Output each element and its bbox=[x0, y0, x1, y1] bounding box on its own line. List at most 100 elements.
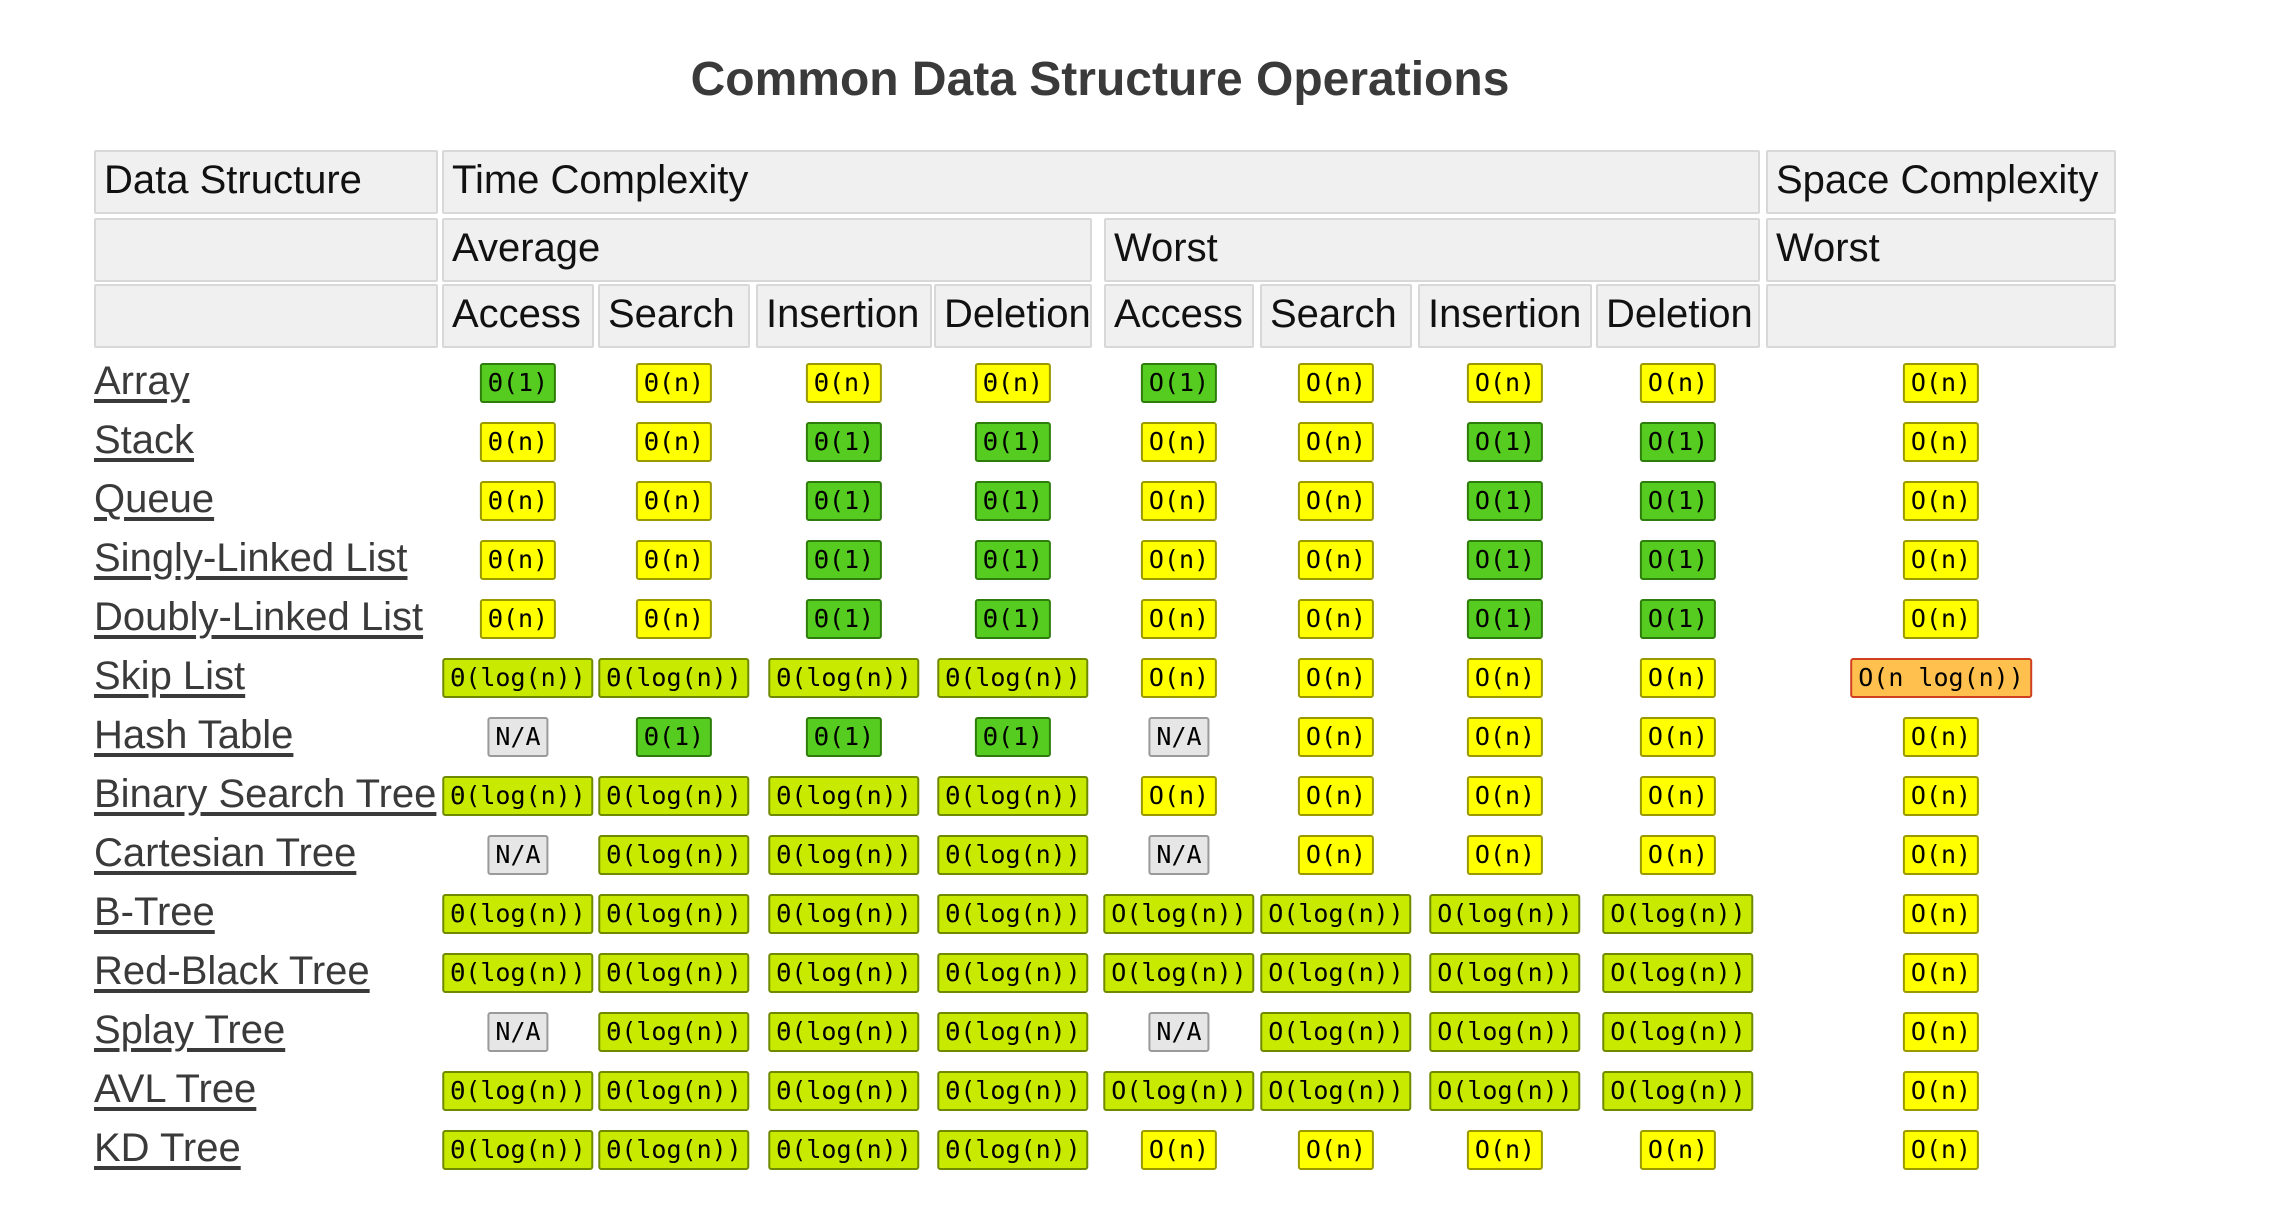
complexity-badge: O(n) bbox=[1902, 1130, 1980, 1170]
complexity-badge: Θ(n) bbox=[479, 481, 557, 521]
header-deletion: Deletion bbox=[1596, 284, 1760, 348]
complexity-badge: Θ(log(n)) bbox=[768, 1071, 920, 1111]
complexity-badge: Θ(log(n)) bbox=[442, 894, 594, 934]
complexity-badge: O(n) bbox=[1902, 953, 1980, 993]
complexity-badge: Θ(n) bbox=[635, 481, 713, 521]
complexity-badge: Θ(log(n)) bbox=[598, 835, 750, 875]
row-name-splay-tree[interactable]: Splay Tree bbox=[94, 1008, 286, 1052]
complexity-badge: Θ(log(n)) bbox=[768, 953, 920, 993]
row-name-b-tree[interactable]: B-Tree bbox=[94, 890, 215, 934]
complexity-badge: O(1) bbox=[1639, 481, 1717, 521]
row-name-stack[interactable]: Stack bbox=[94, 418, 195, 462]
complexity-badge: O(n) bbox=[1639, 717, 1717, 757]
complexity-badge: O(n) bbox=[1902, 422, 1980, 462]
complexity-badge: O(n) bbox=[1297, 776, 1375, 816]
complexity-badge: Θ(log(n)) bbox=[937, 1012, 1089, 1052]
row-name-cartesian-tree[interactable]: Cartesian Tree bbox=[94, 831, 357, 875]
complexity-badge: N/A bbox=[487, 1012, 549, 1052]
complexity-badge: O(n) bbox=[1466, 717, 1544, 757]
header-blank bbox=[1766, 284, 2116, 348]
complexity-badge: O(log(n)) bbox=[1602, 894, 1754, 934]
complexity-badge: Θ(log(n)) bbox=[598, 894, 750, 934]
complexity-badge: O(n) bbox=[1297, 422, 1375, 462]
complexity-badge: Θ(1) bbox=[805, 422, 883, 462]
complexity-badge: O(n) bbox=[1902, 835, 1980, 875]
complexity-badge: O(n) bbox=[1297, 363, 1375, 403]
complexity-badge: O(n) bbox=[1902, 599, 1980, 639]
complexity-badge: Θ(1) bbox=[805, 540, 883, 580]
complexity-badge: Θ(log(n)) bbox=[598, 953, 750, 993]
complexity-badge: O(log(n)) bbox=[1260, 1071, 1412, 1111]
complexity-badge: O(n) bbox=[1297, 540, 1375, 580]
complexity-badge: Θ(n) bbox=[479, 540, 557, 580]
row-name-doubly-linked-list[interactable]: Doubly-Linked List bbox=[94, 595, 424, 639]
complexity-badge: Θ(log(n)) bbox=[937, 658, 1089, 698]
row-name-array[interactable]: Array bbox=[94, 359, 190, 403]
row-name-binary-search-tree[interactable]: Binary Search Tree bbox=[94, 772, 437, 816]
complexity-badge: O(n) bbox=[1140, 422, 1218, 462]
complexity-badge: Θ(log(n)) bbox=[598, 1012, 750, 1052]
page-title: Common Data Structure Operations bbox=[690, 53, 1510, 106]
complexity-badge: Θ(n) bbox=[479, 599, 557, 639]
header-blank bbox=[94, 218, 438, 282]
row-name-kd-tree[interactable]: KD Tree bbox=[94, 1126, 241, 1170]
complexity-badge: O(n) bbox=[1902, 481, 1980, 521]
complexity-badge: Θ(n) bbox=[974, 363, 1052, 403]
complexity-badge: O(n) bbox=[1140, 776, 1218, 816]
complexity-badge: Θ(1) bbox=[805, 717, 883, 757]
complexity-badge: N/A bbox=[1148, 1012, 1210, 1052]
complexity-badge: O(n) bbox=[1639, 835, 1717, 875]
complexity-badge: Θ(1) bbox=[974, 422, 1052, 462]
row-name-red-black-tree[interactable]: Red-Black Tree bbox=[94, 949, 370, 993]
row-name-avl-tree[interactable]: AVL Tree bbox=[94, 1067, 257, 1111]
header-worst: Worst bbox=[1104, 218, 1760, 282]
complexity-badge: O(1) bbox=[1639, 422, 1717, 462]
complexity-badge: O(log(n)) bbox=[1602, 1012, 1754, 1052]
row-name-hash-table[interactable]: Hash Table bbox=[94, 713, 294, 757]
complexity-badge: Θ(1) bbox=[479, 363, 557, 403]
complexity-badge: Θ(log(n)) bbox=[768, 776, 920, 816]
complexity-badge: Θ(log(n)) bbox=[442, 1071, 594, 1111]
complexity-badge: O(n) bbox=[1466, 1130, 1544, 1170]
complexity-badge: Θ(log(n)) bbox=[937, 1130, 1089, 1170]
complexity-badge: O(n) bbox=[1466, 363, 1544, 403]
complexity-badge: O(log(n)) bbox=[1602, 953, 1754, 993]
complexity-badge: Θ(1) bbox=[974, 481, 1052, 521]
complexity-badge: N/A bbox=[1148, 717, 1210, 757]
header-average: Average bbox=[442, 218, 1092, 282]
complexity-badge: Θ(log(n)) bbox=[598, 1130, 750, 1170]
complexity-badge: O(n) bbox=[1902, 1012, 1980, 1052]
complexity-badge: Θ(1) bbox=[974, 540, 1052, 580]
complexity-badge: O(1) bbox=[1639, 599, 1717, 639]
complexity-badge: O(n) bbox=[1466, 776, 1544, 816]
complexity-badge: Θ(n) bbox=[635, 422, 713, 462]
complexity-badge: O(n) bbox=[1140, 599, 1218, 639]
complexity-badge: O(log(n)) bbox=[1260, 894, 1412, 934]
row-name-singly-linked-list[interactable]: Singly-Linked List bbox=[94, 536, 408, 580]
header-insertion: Insertion bbox=[756, 284, 932, 348]
complexity-badge: Θ(log(n)) bbox=[937, 953, 1089, 993]
complexity-badge: Θ(n) bbox=[635, 540, 713, 580]
complexity-badge: O(n) bbox=[1297, 1130, 1375, 1170]
complexity-badge: O(n) bbox=[1297, 599, 1375, 639]
complexity-badge: O(n) bbox=[1140, 658, 1218, 698]
complexity-badge: O(n) bbox=[1902, 894, 1980, 934]
complexity-badge: O(n) bbox=[1902, 717, 1980, 757]
complexity-badge: Θ(log(n)) bbox=[598, 658, 750, 698]
complexity-badge: Θ(log(n)) bbox=[768, 658, 920, 698]
complexity-badge: N/A bbox=[487, 717, 549, 757]
complexity-badge: O(n) bbox=[1140, 1130, 1218, 1170]
complexity-badge: O(n) bbox=[1639, 776, 1717, 816]
complexity-badge: Θ(log(n)) bbox=[442, 953, 594, 993]
complexity-badge: O(1) bbox=[1466, 422, 1544, 462]
complexity-badge: O(n) bbox=[1902, 363, 1980, 403]
row-name-queue[interactable]: Queue bbox=[94, 477, 215, 521]
complexity-badge: O(log(n)) bbox=[1429, 1012, 1581, 1052]
complexity-badge: O(n) bbox=[1466, 835, 1544, 875]
complexity-badge: O(n) bbox=[1140, 481, 1218, 521]
row-name-skip-list[interactable]: Skip List bbox=[94, 654, 246, 698]
complexity-badge: O(1) bbox=[1639, 540, 1717, 580]
header-insertion: Insertion bbox=[1418, 284, 1592, 348]
complexity-badge: O(n) bbox=[1902, 540, 1980, 580]
header-deletion: Deletion bbox=[934, 284, 1092, 348]
